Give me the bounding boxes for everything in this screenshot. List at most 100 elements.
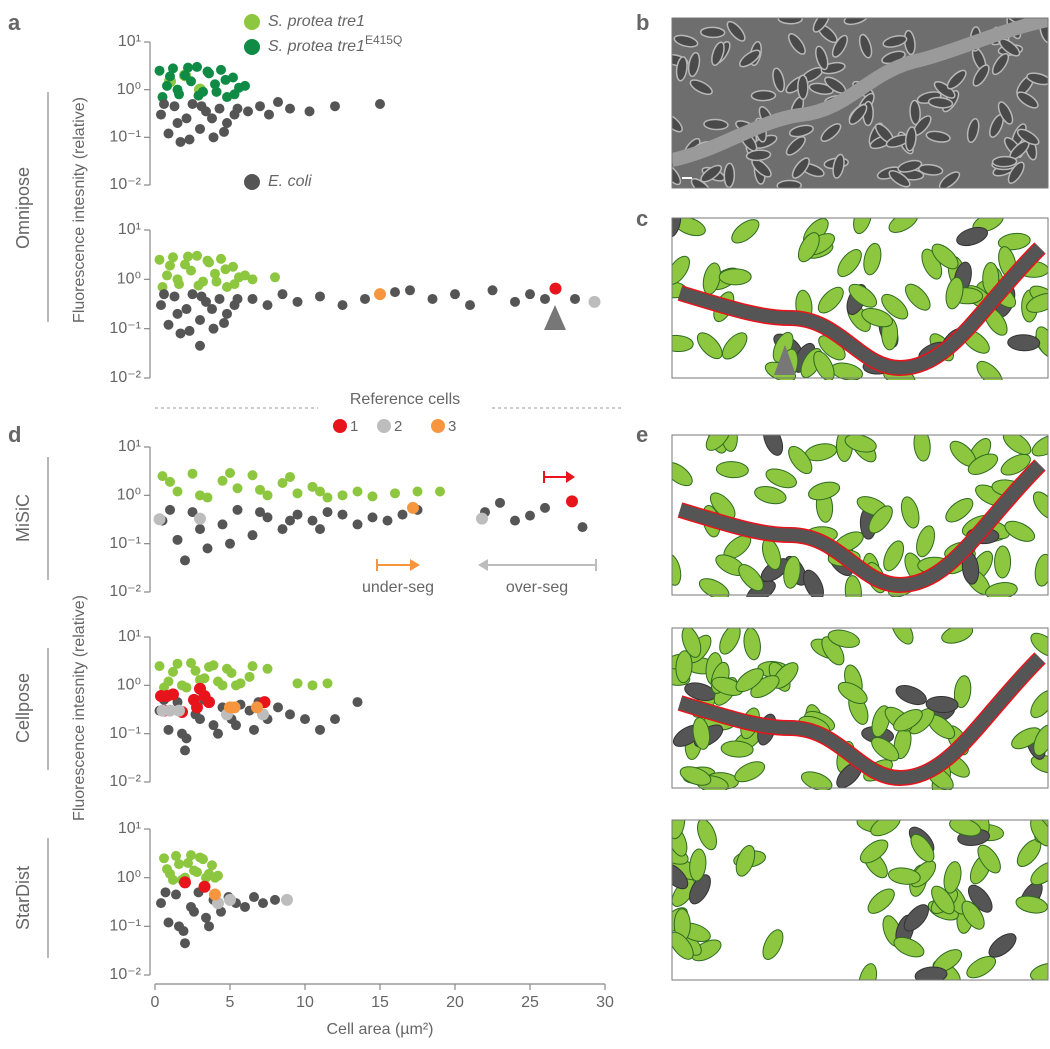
point [247, 274, 258, 285]
cell-shape [1015, 895, 1048, 914]
y-tick-label: 10⁻² [109, 583, 141, 600]
cell-shape [966, 955, 997, 979]
cell-shape [859, 839, 889, 864]
point [390, 287, 400, 298]
legend-label: S. protea tre1E415Q [268, 33, 402, 55]
point [172, 486, 183, 497]
cell-shape [735, 844, 756, 877]
cell-shape [803, 569, 824, 597]
point [202, 255, 213, 266]
segmentation [672, 435, 1048, 597]
point [169, 101, 180, 112]
point [180, 555, 190, 566]
point [270, 272, 280, 283]
cell-shape [696, 332, 723, 360]
point [187, 468, 198, 479]
point [210, 268, 220, 279]
cell-shape [881, 293, 909, 320]
y-tick-label: 10⁻² [109, 773, 141, 790]
cell-shape [883, 540, 905, 572]
point [175, 136, 186, 147]
point [165, 260, 175, 271]
cell-shape [1007, 161, 1025, 184]
point [163, 917, 174, 928]
cell-shape [931, 243, 959, 270]
cell-shape [848, 283, 878, 308]
point [330, 101, 340, 112]
point [186, 76, 196, 87]
point [211, 276, 222, 287]
point [262, 663, 273, 674]
point [210, 872, 220, 883]
panel-frame [671, 17, 1049, 189]
y-tick-label: 10⁻² [109, 369, 141, 386]
filament [678, 460, 1045, 592]
x-tick-label: 25 [521, 994, 539, 1011]
point [307, 680, 318, 691]
point [198, 854, 208, 865]
point [540, 293, 550, 304]
reference-legend: 1 2 3 [333, 418, 456, 435]
point [156, 109, 166, 120]
point [159, 682, 169, 693]
cell-shape [837, 681, 868, 704]
point [244, 671, 255, 682]
point [285, 709, 295, 720]
point [168, 874, 178, 885]
point [450, 289, 460, 300]
point [232, 504, 243, 515]
point [292, 509, 303, 520]
point [204, 661, 214, 672]
point [204, 921, 214, 932]
point [189, 906, 199, 917]
point [186, 657, 196, 668]
cell-shape [1032, 491, 1048, 520]
cell-shape [843, 18, 869, 26]
point [159, 853, 169, 864]
cell-shape [1016, 91, 1039, 109]
point [412, 486, 423, 497]
legend-marker [333, 419, 347, 433]
point [180, 259, 190, 270]
point [191, 701, 203, 714]
x-tick-label: 15 [371, 994, 389, 1011]
cell-shape [997, 232, 1031, 251]
point [168, 252, 178, 263]
point [174, 859, 184, 870]
point [207, 304, 217, 315]
point [549, 282, 562, 295]
cell-shape [687, 51, 701, 78]
point [427, 293, 438, 304]
y-tick-label: 10⁰ [117, 81, 141, 98]
cell-shape [692, 717, 711, 750]
cell-shape [817, 286, 844, 314]
point [156, 300, 166, 311]
point [175, 328, 186, 339]
cell-shape [681, 628, 702, 658]
point [375, 99, 385, 110]
point [255, 484, 265, 495]
legend-marker [244, 39, 260, 55]
cell-shape [900, 496, 920, 529]
point [183, 251, 193, 262]
cell-shape [700, 164, 723, 183]
cell-shape [787, 33, 806, 55]
point [300, 714, 310, 725]
y-tick-label: 10⁻¹ [109, 129, 141, 146]
point [184, 134, 195, 145]
point [162, 864, 172, 875]
annotation: under-seg [362, 579, 434, 596]
cell-shape [672, 931, 694, 960]
cell-shape [831, 34, 849, 58]
cell-shape [913, 435, 931, 462]
cell-shape [991, 52, 1010, 76]
point [222, 92, 232, 103]
y-tick-label: 10¹ [118, 33, 141, 50]
cell-shape [750, 89, 777, 102]
point [277, 524, 288, 535]
cell-shape [904, 126, 917, 152]
point [307, 481, 318, 492]
point [292, 678, 303, 689]
cell-shape [861, 307, 893, 328]
cell-shape [1031, 435, 1048, 457]
